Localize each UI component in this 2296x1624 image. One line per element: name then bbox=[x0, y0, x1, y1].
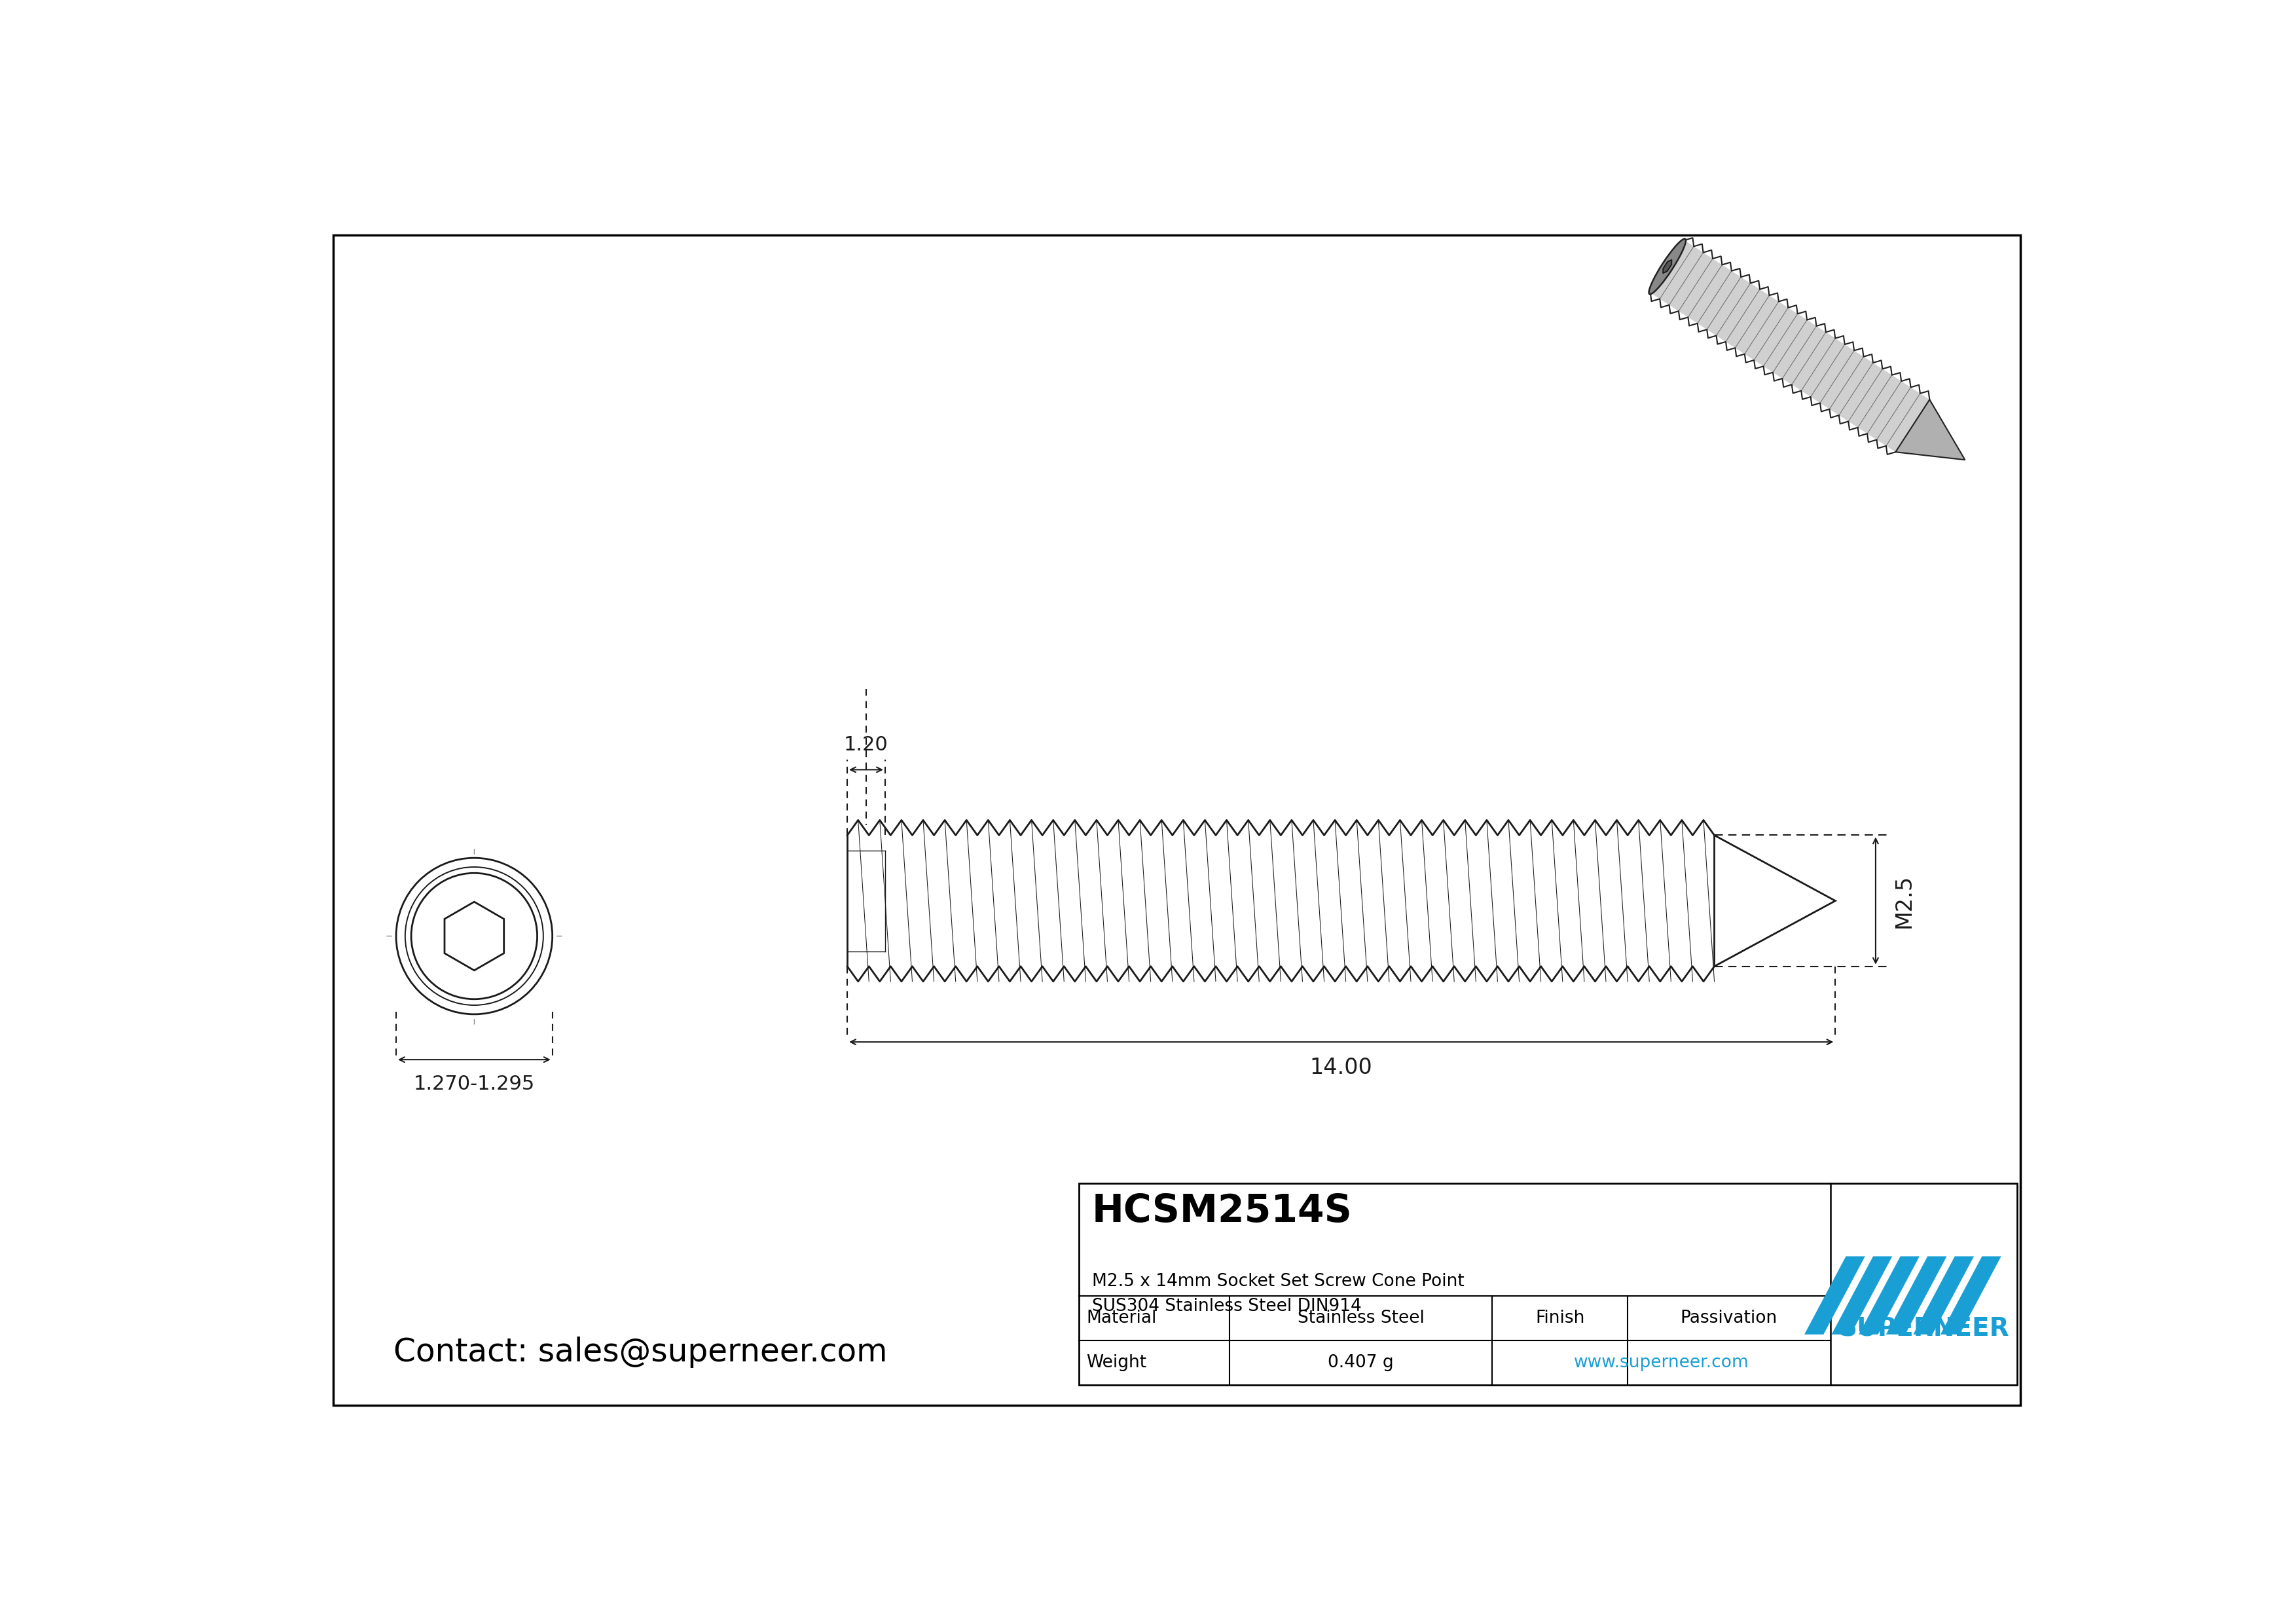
Text: Material: Material bbox=[1086, 1311, 1157, 1327]
Polygon shape bbox=[1662, 260, 1671, 273]
Text: M2.5 x 14mm Socket Set Screw Cone Point: M2.5 x 14mm Socket Set Screw Cone Point bbox=[1093, 1273, 1465, 1289]
Text: Contact: sales@superneer.com: Contact: sales@superneer.com bbox=[393, 1337, 889, 1367]
Text: 1.20: 1.20 bbox=[845, 736, 889, 755]
Text: Stainless Steel: Stainless Steel bbox=[1297, 1311, 1424, 1327]
Text: 0.407 g: 0.407 g bbox=[1327, 1354, 1394, 1371]
Polygon shape bbox=[1651, 240, 1929, 451]
Polygon shape bbox=[1715, 835, 1835, 966]
Polygon shape bbox=[1832, 1257, 1892, 1335]
Text: Weight: Weight bbox=[1086, 1354, 1146, 1371]
Circle shape bbox=[404, 867, 544, 1005]
Circle shape bbox=[411, 874, 537, 999]
Text: M2.5: M2.5 bbox=[1894, 874, 1915, 927]
Text: www.superneer.com: www.superneer.com bbox=[1573, 1354, 1750, 1371]
Polygon shape bbox=[1885, 1257, 1947, 1335]
Text: Passivation: Passivation bbox=[1681, 1311, 1777, 1327]
Polygon shape bbox=[1913, 1257, 1975, 1335]
Polygon shape bbox=[445, 901, 503, 971]
Circle shape bbox=[397, 857, 553, 1015]
Polygon shape bbox=[1896, 400, 1965, 460]
Text: 14.00: 14.00 bbox=[1311, 1057, 1373, 1078]
Text: Finish: Finish bbox=[1536, 1311, 1584, 1327]
Polygon shape bbox=[1805, 1257, 1864, 1335]
Polygon shape bbox=[1940, 1257, 2002, 1335]
Text: HCSM2514S: HCSM2514S bbox=[1093, 1192, 1352, 1229]
Polygon shape bbox=[1860, 1257, 1919, 1335]
Text: 1.270-1.295: 1.270-1.295 bbox=[413, 1075, 535, 1093]
Bar bbox=[1079, 1184, 2016, 1385]
Ellipse shape bbox=[1649, 239, 1685, 294]
Text: SUPERNEER: SUPERNEER bbox=[1839, 1317, 2009, 1341]
Text: SUS304 Stainless Steel DIN914: SUS304 Stainless Steel DIN914 bbox=[1093, 1298, 1362, 1315]
